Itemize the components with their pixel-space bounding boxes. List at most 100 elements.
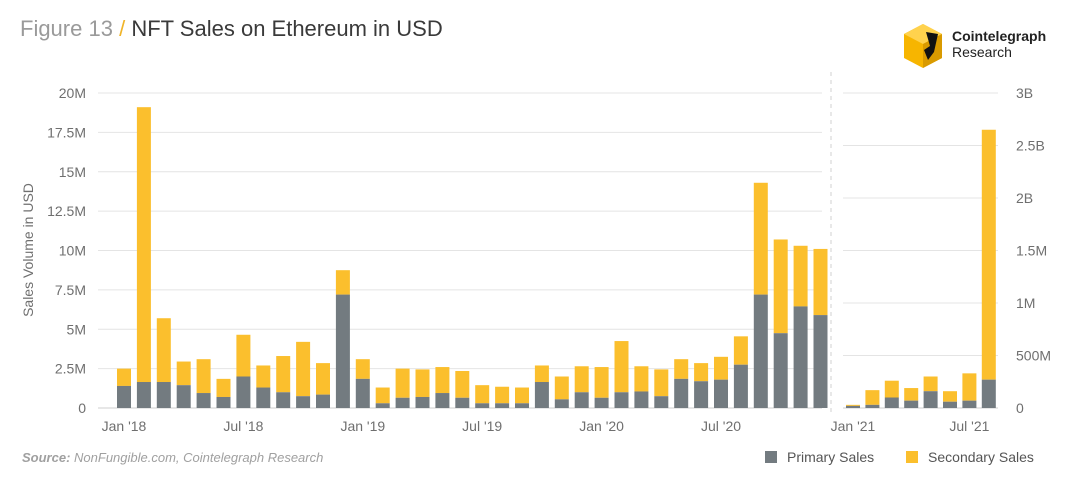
y-tick-label: 0 — [1016, 400, 1024, 416]
secondary-bar — [554, 376, 569, 400]
y-tick-label: 20M — [59, 85, 86, 101]
primary-bar — [176, 385, 191, 408]
primary-bar — [943, 401, 957, 408]
secondary-bar — [515, 387, 529, 404]
secondary-bar — [943, 391, 957, 402]
secondary-bar — [216, 378, 231, 397]
x-tick-label: Jan '20 — [579, 418, 624, 434]
secondary-bar — [574, 366, 589, 393]
brand-name: Cointelegraph — [952, 28, 1047, 44]
primary-bar — [674, 378, 689, 408]
y-tick-label: 0 — [78, 400, 86, 416]
y-tick-label: 1.5M — [1016, 243, 1047, 259]
figure-label: Figure 13 — [20, 16, 113, 41]
primary-bar — [276, 392, 291, 408]
secondary-bar — [196, 359, 211, 394]
y-tick-label: 1M — [1016, 295, 1035, 311]
secondary-bar — [904, 388, 919, 401]
secondary-bar — [276, 356, 291, 393]
secondary-bar — [236, 334, 251, 377]
secondary-bar — [813, 248, 828, 316]
primary-bar — [554, 399, 569, 408]
secondary-bar — [375, 387, 390, 404]
secondary-bar — [256, 365, 271, 388]
primary-bar — [316, 394, 330, 408]
primary-bar — [455, 397, 470, 408]
secondary-bar — [395, 368, 410, 398]
legend: Primary Sales Secondary Sales — [765, 449, 1062, 466]
primary-bar — [296, 396, 311, 408]
secondary-bar — [793, 245, 808, 307]
secondary-bar — [884, 380, 899, 398]
primary-bar — [846, 405, 860, 408]
secondary-bar — [694, 363, 709, 382]
secondary-bar — [733, 336, 748, 365]
primary-bar — [714, 379, 728, 408]
y-tick-label: 2.5M — [55, 361, 86, 377]
primary-bar — [793, 306, 808, 408]
x-tick-label: Jul '20 — [701, 418, 741, 434]
title-text: NFT Sales on Ethereum in USD — [131, 16, 443, 41]
secondary-bar — [435, 367, 450, 394]
y-tick-label: 15M — [59, 164, 86, 180]
secondary-bar — [923, 376, 938, 392]
primary-bar — [216, 396, 231, 408]
legend-secondary-swatch — [906, 451, 919, 463]
primary-bar — [236, 376, 251, 408]
primary-bar — [534, 382, 549, 408]
legend-secondary-label: Secondary Sales — [928, 449, 1034, 465]
legend-primary: Primary Sales — [765, 449, 874, 465]
primary-bar — [375, 403, 390, 408]
secondary-bar — [355, 359, 370, 379]
y-tick-label: 500M — [1016, 348, 1051, 364]
primary-bar — [753, 294, 768, 408]
secondary-bar — [981, 129, 996, 380]
source-note: Source: NonFungible.com, Cointelegraph R… — [22, 450, 323, 465]
primary-bar — [865, 404, 880, 408]
secondary-bar — [475, 385, 490, 404]
secondary-bar — [156, 318, 171, 383]
x-tick-label: Jan '18 — [102, 418, 147, 434]
y-tick-label: 7.5M — [55, 282, 86, 298]
secondary-bar — [176, 361, 191, 386]
legend-secondary: Secondary Sales — [906, 449, 1034, 465]
secondary-bar — [594, 367, 609, 398]
brand-sub: Research — [952, 44, 1012, 60]
y-tick-label: 17.5M — [47, 124, 86, 140]
primary-bar — [117, 385, 131, 408]
title-separator: / — [119, 16, 126, 41]
x-tick-label: Jul '18 — [223, 418, 263, 434]
secondary-bar — [117, 368, 131, 386]
primary-bar — [395, 397, 410, 408]
secondary-bar — [136, 107, 151, 383]
primary-bar — [981, 379, 996, 408]
secondary-bar — [674, 359, 689, 379]
primary-bar — [614, 392, 629, 408]
primary-bar — [923, 391, 938, 408]
secondary-bar — [534, 365, 549, 383]
legend-primary-label: Primary Sales — [787, 449, 875, 465]
source-label: Source: — [22, 450, 71, 465]
primary-bar — [634, 391, 649, 408]
primary-bar — [515, 403, 529, 408]
primary-bar — [654, 396, 669, 408]
y-tick-label: 2B — [1016, 190, 1033, 206]
primary-bar — [196, 393, 211, 408]
primary-bar — [136, 382, 151, 408]
secondary-bar — [634, 366, 649, 392]
y-tick-label: 10M — [59, 243, 86, 259]
secondary-bar — [846, 404, 860, 406]
secondary-bar — [962, 373, 977, 401]
x-tick-label: Jul '19 — [462, 418, 502, 434]
primary-bar — [904, 400, 919, 408]
secondary-bar — [415, 369, 430, 397]
y-tick-label: 5M — [67, 321, 86, 337]
primary-bar — [495, 403, 510, 408]
secondary-bar — [753, 182, 768, 295]
y-tick-label: 12.5M — [47, 203, 86, 219]
y-tick-label: 2.5B — [1016, 138, 1045, 154]
secondary-bar — [773, 239, 788, 334]
primary-bar — [355, 378, 370, 408]
brand-logo: Cointelegraph Research — [900, 22, 1070, 70]
